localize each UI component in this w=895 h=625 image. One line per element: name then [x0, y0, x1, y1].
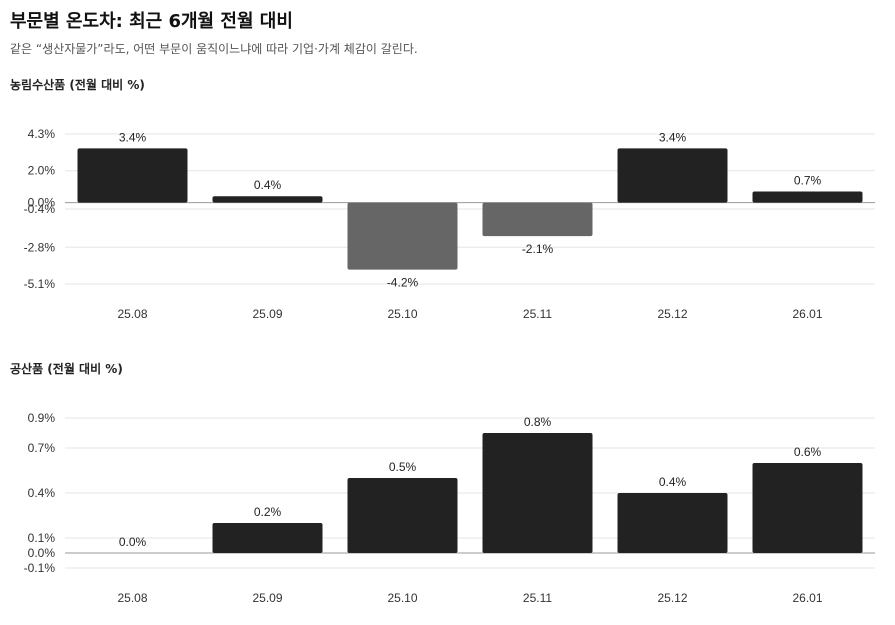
ind-data-label: 0.5% — [389, 460, 417, 474]
agri-category-label: 25.10 — [387, 307, 417, 321]
ind-data-label: 0.0% — [119, 535, 147, 549]
agri-ytick-label: -5.1% — [24, 277, 56, 291]
agri-bar — [347, 202, 458, 270]
agri-data-label: -4.2% — [387, 276, 419, 290]
agri-ytick-label: 2.0% — [28, 164, 56, 178]
ind-ytick-label: -0.1% — [24, 561, 56, 575]
ind-category-label: 25.10 — [387, 591, 417, 605]
agri-category-label: 26.01 — [792, 307, 822, 321]
panel-title-agriculture: 농림수산품 (전월 대비 %) — [10, 78, 145, 92]
ind-bar — [482, 433, 593, 553]
ind-category-label: 25.12 — [657, 591, 687, 605]
agri-ytick-label: -2.8% — [24, 240, 56, 254]
ind-ytick-label: 0.0% — [28, 546, 56, 560]
ind-ytick-label: 0.1% — [28, 531, 56, 545]
ind-ytick-label: 0.9% — [28, 411, 56, 425]
agri-category-label: 25.09 — [252, 307, 282, 321]
ind-data-label: 0.4% — [659, 475, 687, 489]
agri-ytick-label: 0.0% — [28, 196, 56, 210]
agri-bar — [752, 191, 863, 203]
agri-data-label: 0.4% — [254, 178, 282, 192]
agri-data-label: 3.4% — [659, 130, 687, 144]
ind-data-label: 0.8% — [524, 415, 552, 429]
agri-ytick-label: -0.4% — [24, 202, 56, 216]
ind-bar — [617, 493, 728, 553]
agri-category-label: 25.12 — [657, 307, 687, 321]
ind-category-label: 25.08 — [117, 591, 147, 605]
agri-bar — [77, 148, 188, 203]
ind-ytick-label: 0.7% — [28, 441, 56, 455]
ind-category-label: 25.09 — [252, 591, 282, 605]
ind-bar — [212, 523, 323, 553]
ind-category-label: 26.01 — [792, 591, 822, 605]
ind-category-label: 25.11 — [523, 591, 552, 605]
agri-data-label: 3.4% — [119, 130, 147, 144]
ind-data-label: 0.2% — [254, 505, 282, 519]
agri-category-label: 25.11 — [523, 307, 552, 321]
agri-data-label: 0.7% — [794, 173, 822, 187]
ind-data-label: 0.6% — [794, 445, 822, 459]
ind-ytick-label: 0.4% — [28, 486, 56, 500]
agri-data-label: -2.1% — [522, 242, 554, 256]
panel-title-industrial: 공산품 (전월 대비 %) — [10, 362, 123, 376]
agri-ytick-label: 4.3% — [28, 127, 56, 141]
chart-title: 부문별 온도차: 최근 6개월 전월 대비 — [10, 11, 293, 32]
chart-subtitle: 같은 “생산자물가”라도, 어떤 부문이 움직이느냐에 따라 기업·가계 체감이… — [10, 42, 418, 56]
ind-bar — [347, 478, 458, 553]
agri-bar — [212, 196, 323, 203]
agri-category-label: 25.08 — [117, 307, 147, 321]
agri-bar — [482, 202, 593, 237]
agri-bar — [617, 148, 728, 203]
ind-bar — [752, 463, 863, 553]
